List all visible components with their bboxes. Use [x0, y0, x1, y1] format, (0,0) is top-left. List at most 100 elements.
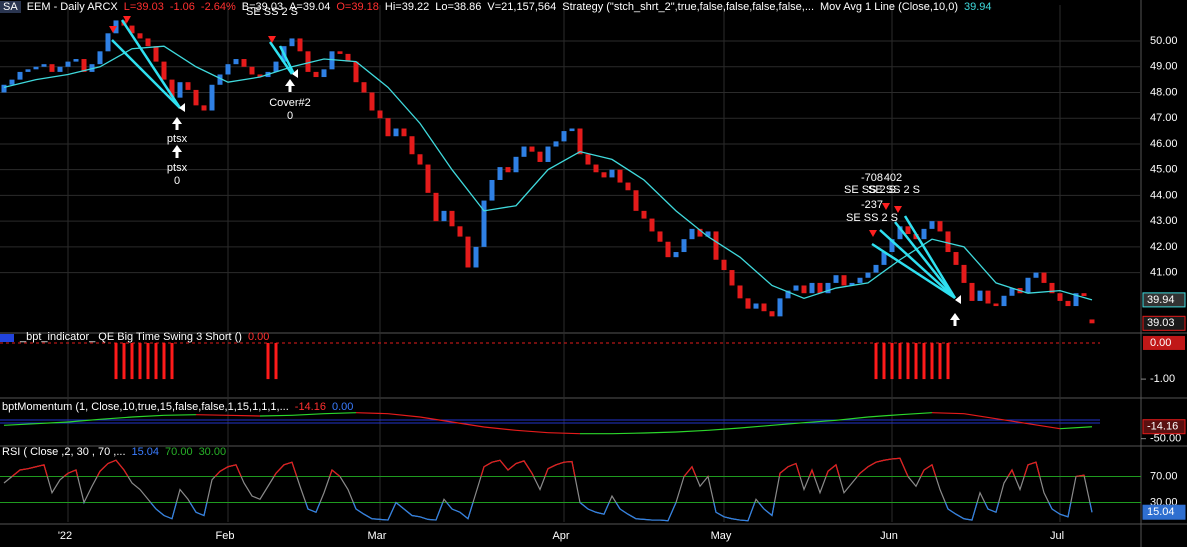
candle-body: [1041, 272, 1047, 283]
level: 30.00: [198, 446, 227, 458]
y-tick-label: 41.00: [1150, 267, 1178, 279]
momentum-segment: [291, 413, 325, 416]
candle-body: [457, 226, 463, 237]
candle-body: [481, 200, 487, 247]
annotation: 402: [884, 172, 902, 184]
candle-body: [233, 59, 239, 65]
annotation: ptsx: [167, 133, 188, 145]
candle-body: [1081, 293, 1087, 297]
candle-body: [217, 74, 223, 85]
candle-body: [105, 33, 111, 52]
candle-body: [793, 285, 799, 291]
ma-label: Mov Avg 1 Line (Close,10,0): [820, 1, 958, 13]
candle-body: [41, 64, 47, 67]
candle-body: [473, 246, 479, 268]
candle-body: [689, 228, 695, 240]
momentum-segment: [195, 414, 229, 416]
candle-body: [993, 303, 999, 307]
bar: [170, 342, 174, 380]
candle-body: [577, 128, 583, 155]
candle-body: [537, 151, 543, 162]
candle-body: [297, 38, 303, 52]
candle-body: [97, 51, 103, 65]
annotation: SE SS 2 S: [846, 212, 898, 224]
candle-body: [289, 38, 295, 47]
volume: V=21,157,564: [487, 1, 557, 13]
candle-body: [241, 59, 247, 67]
candle-body: [1049, 282, 1055, 294]
value-box: [1143, 335, 1185, 350]
candle-body: [969, 282, 975, 301]
momentum-segment: [547, 432, 581, 435]
candle-body: [641, 210, 647, 219]
momentum-segment: [771, 422, 805, 426]
bar: [946, 342, 950, 380]
candle-body: [193, 89, 199, 106]
candle-body: [985, 290, 991, 304]
x-tick-label: Feb: [216, 530, 235, 542]
momentum-segment: [611, 432, 645, 435]
candle-body: [161, 61, 167, 80]
candle-body: [1089, 319, 1095, 324]
trade-annotations: [111, 19, 957, 300]
momentum-segment: [1059, 426, 1093, 430]
candle-body: [609, 169, 615, 178]
open: O=39.18: [336, 1, 379, 13]
title: _bpt_indicator_ QE Big Time Swing 3 Shor…: [20, 331, 242, 343]
bar: [882, 342, 886, 380]
candle-body: [1001, 295, 1007, 307]
candle-body: [737, 285, 743, 299]
momentum-segment: [803, 419, 837, 424]
candle-body: [801, 285, 807, 294]
y-tick-label: 49.00: [1150, 61, 1178, 73]
momentum-segment: [1027, 423, 1061, 430]
level: 70.00: [165, 446, 193, 458]
candle-body: [137, 33, 143, 39]
candle-body: [569, 128, 575, 132]
y-tick-label: 46.00: [1150, 138, 1178, 150]
value-box-label: 39.94: [1147, 294, 1175, 306]
bar: [898, 342, 902, 380]
candle-body: [377, 110, 383, 119]
bar: [274, 342, 278, 380]
candle-body: [1025, 277, 1031, 294]
bar: [162, 342, 166, 380]
candle-body: [897, 226, 903, 240]
candle-body: [825, 282, 831, 294]
y-tick-label: 44.00: [1150, 189, 1178, 201]
candle-body: [337, 51, 343, 54]
annotation: 0: [287, 110, 293, 122]
candle-body: [345, 53, 351, 62]
candle-body: [881, 252, 887, 265]
y-tick-label: 43.00: [1150, 215, 1178, 227]
annotation: 0: [174, 175, 180, 187]
candle-body: [409, 136, 415, 155]
candle-body: [833, 275, 839, 283]
momentum-segment: [451, 421, 485, 428]
annotation: SE SS 2 S: [868, 184, 920, 196]
candle-body: [961, 264, 967, 283]
candle-body: [49, 64, 55, 72]
momentum-segment: [227, 414, 261, 417]
y-tick-label: 48.00: [1150, 86, 1178, 98]
value-box-label: 39.03: [1147, 317, 1175, 329]
value-box: [1142, 419, 1186, 435]
candle-body: [945, 231, 951, 253]
candle-body: [321, 69, 327, 78]
candle-body: [441, 210, 447, 222]
candle-body: [145, 38, 151, 47]
annotation: -237: [861, 199, 883, 211]
change-pct: -2.64%: [200, 1, 236, 13]
y-tick-label: 50.00: [1150, 35, 1178, 47]
signal: 0.00: [331, 401, 354, 413]
x-tick-label: Jun: [880, 530, 898, 542]
value-box-label: -14.16: [1147, 421, 1178, 433]
candle-body: [561, 131, 567, 142]
candle-body: [721, 259, 727, 271]
momentum-segment: [515, 429, 549, 434]
candle-body: [649, 218, 655, 232]
candle-body: [977, 290, 983, 301]
candle-body: [841, 275, 847, 286]
candle-body: [745, 298, 751, 309]
candle-body: [633, 190, 639, 211]
